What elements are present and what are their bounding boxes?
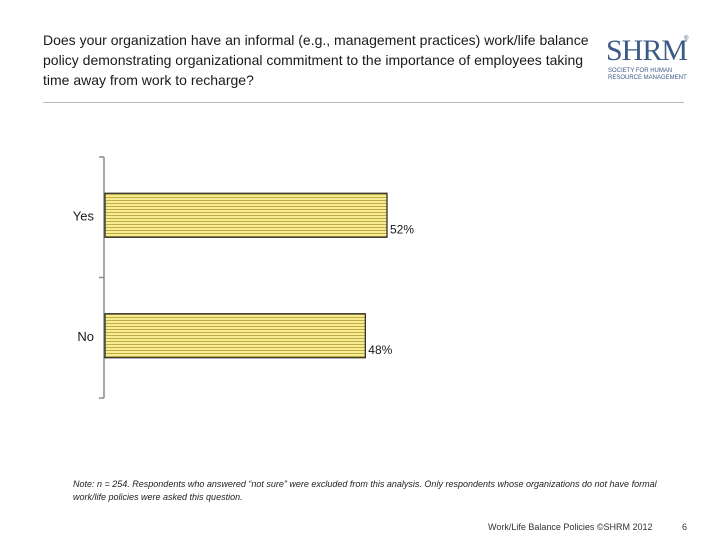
logo-registered-icon: ® (684, 36, 689, 42)
logo-tagline-line-1: SOCIETY FOR HUMAN (608, 68, 673, 74)
bar-no (104, 313, 366, 359)
footer-text: Work/Life Balance Policies ©SHRM 2012 (488, 522, 653, 532)
shrm-logo: SHRM ® SOCIETY FOR HUMAN RESOURCE MANAGE… (606, 36, 690, 88)
header-divider (43, 102, 684, 103)
logo-mark: SHRM (606, 34, 688, 67)
chart-question-title: Does your organization have an informal … (43, 32, 589, 88)
page-number: 6 (682, 522, 688, 532)
chart-note: Note: n = 254. Respondents who answered … (73, 479, 657, 502)
bar-yes (104, 192, 388, 238)
data-label: 48% (368, 343, 392, 357)
logo-tagline: SOCIETY FOR HUMAN RESOURCE MANAGEMENT (608, 68, 692, 82)
category-label: Yes (73, 208, 95, 223)
data-label: 52% (390, 222, 414, 236)
logo-tagline-line-2: RESOURCE MANAGEMENT (608, 75, 687, 81)
category-label: No (77, 329, 94, 344)
